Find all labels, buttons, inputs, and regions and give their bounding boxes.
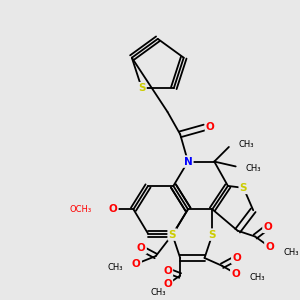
Text: CH₃: CH₃ — [107, 263, 123, 272]
Text: S: S — [208, 230, 216, 240]
Text: O: O — [206, 122, 215, 133]
Text: CH₃: CH₃ — [150, 288, 166, 297]
Text: O: O — [109, 204, 117, 214]
Text: O: O — [137, 243, 146, 253]
Text: S: S — [169, 230, 176, 240]
Text: O: O — [263, 222, 272, 232]
Text: O: O — [163, 279, 172, 289]
Text: O: O — [231, 268, 240, 279]
Text: S: S — [240, 183, 247, 193]
Text: CH₃: CH₃ — [238, 140, 254, 148]
Text: OCH₃: OCH₃ — [69, 205, 92, 214]
Text: CH₃: CH₃ — [284, 248, 299, 256]
Text: O: O — [232, 253, 241, 263]
Text: S: S — [138, 83, 146, 93]
Text: CH₃: CH₃ — [249, 273, 265, 282]
Text: O: O — [266, 242, 274, 252]
Text: N: N — [184, 157, 192, 166]
Text: O: O — [163, 266, 172, 276]
Text: O: O — [132, 259, 141, 269]
Text: CH₃: CH₃ — [245, 164, 261, 173]
